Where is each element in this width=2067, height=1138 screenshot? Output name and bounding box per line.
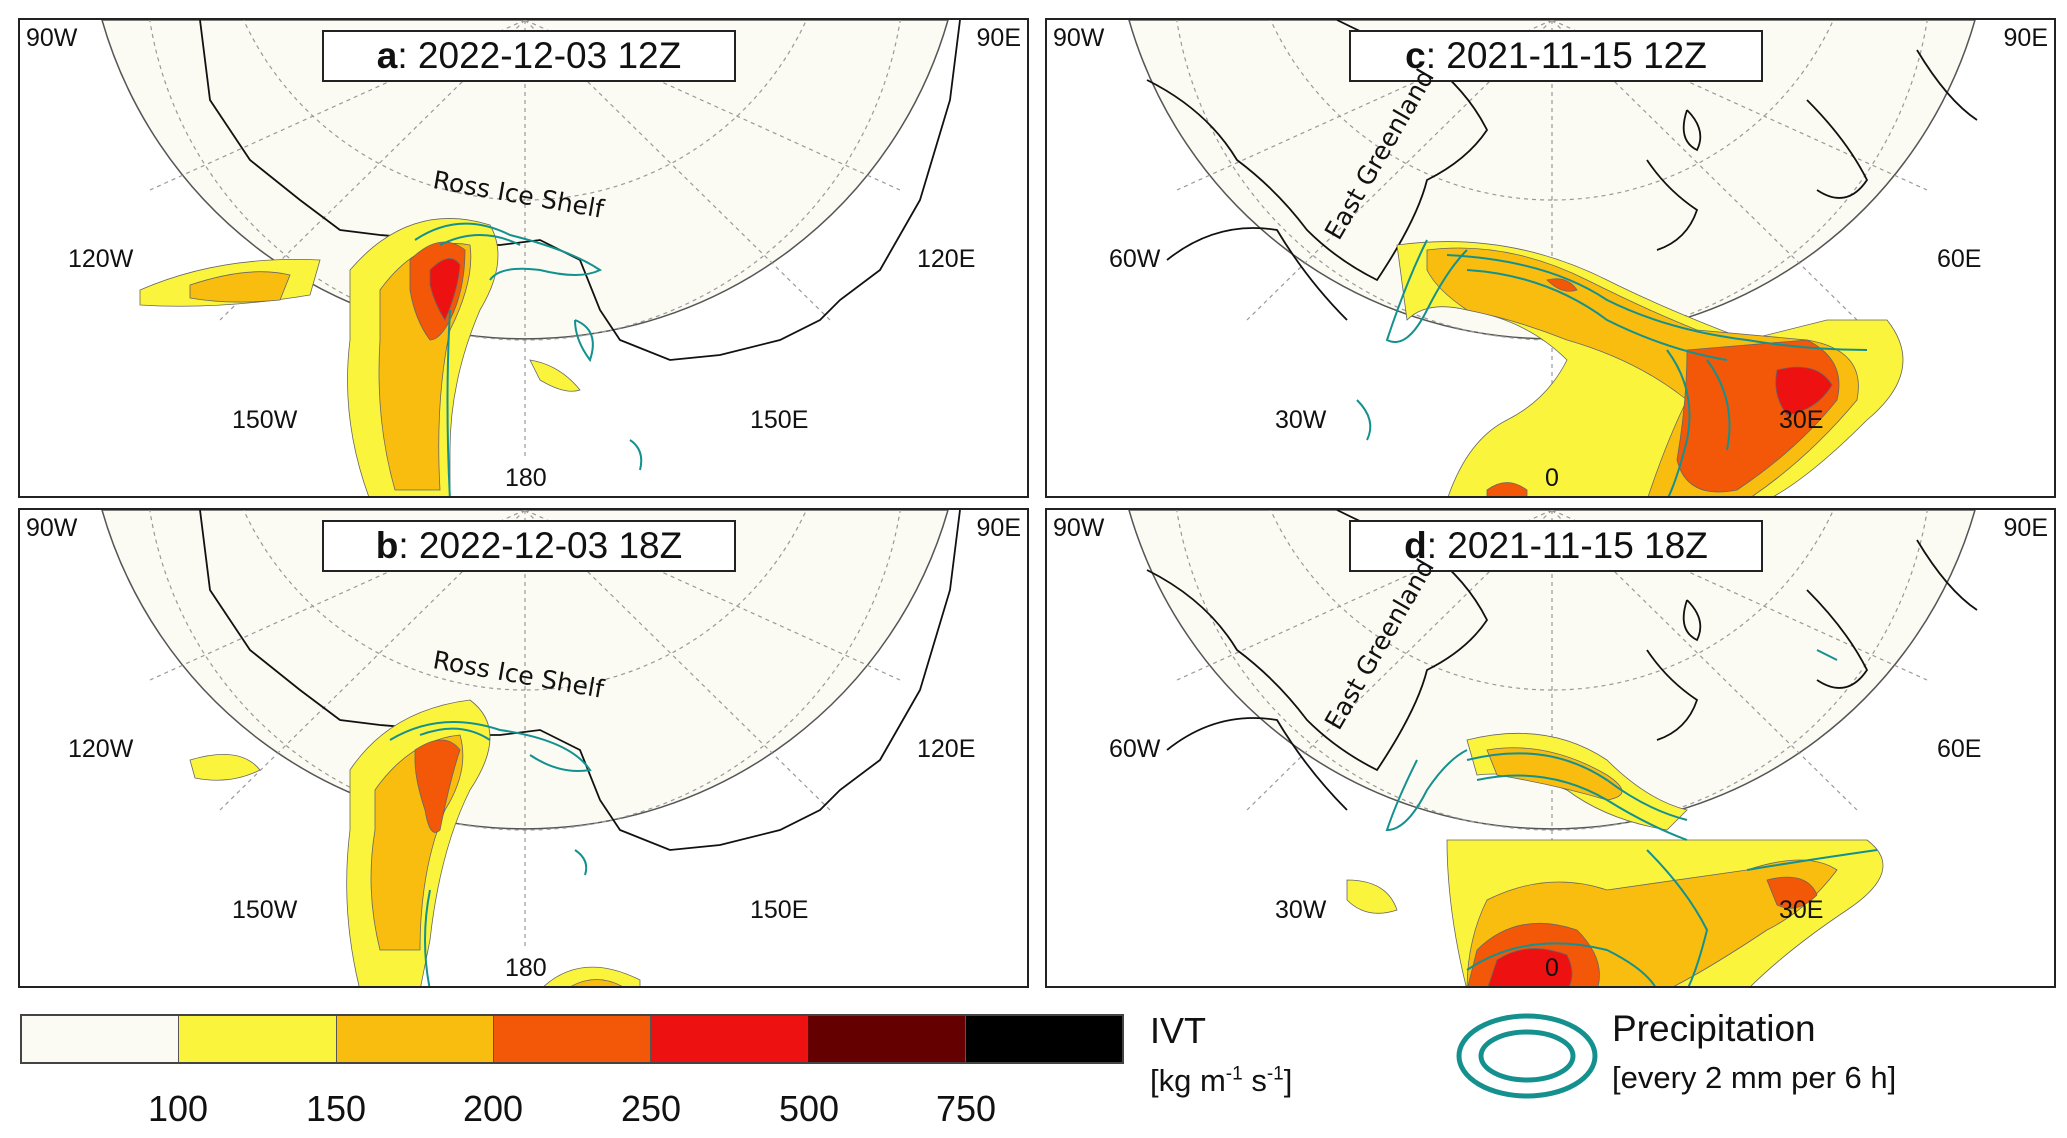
panel-letter: d bbox=[1404, 525, 1427, 566]
colorbar-tick: 500 bbox=[778, 1088, 840, 1129]
panel-date: : 2022-12-03 18Z bbox=[398, 525, 683, 566]
corner-label-left: 90W bbox=[1053, 514, 1105, 542]
corner-label-left: 90W bbox=[26, 24, 78, 52]
units-exponent: -1 bbox=[1266, 1063, 1284, 1085]
longitude-label: 180 bbox=[505, 954, 547, 982]
map-panel-b: b: 2022-12-03 18Z 90W 90E 120W 120E 150W… bbox=[18, 508, 1029, 988]
map-panel-a: a: 2022-12-03 12Z 90W 90E 120W 120E 150W… bbox=[18, 18, 1029, 498]
precipitation-legend-title: Precipitation bbox=[1612, 1008, 1816, 1049]
longitude-label: 120E bbox=[917, 245, 976, 273]
panel-letter: b bbox=[375, 525, 399, 566]
precipitation-legend-description: [every 2 mm per 6 h] bbox=[1612, 1060, 1897, 1095]
ivt-colorbar bbox=[20, 1014, 1124, 1064]
panel-letter: c bbox=[1405, 35, 1426, 76]
ivt-legend-units: [kg m-1 s-1] bbox=[1150, 1063, 1292, 1099]
longitude-label: 120W bbox=[68, 735, 134, 763]
units-part: [kg m bbox=[1150, 1063, 1226, 1098]
colorbar-tick: 150 bbox=[305, 1088, 367, 1129]
map-panel-c: c: 2021-11-15 12Z 90W 90E 60W 60E 30W 30… bbox=[1045, 18, 2056, 498]
map-panel-d: d: 2021-11-15 18Z 90W 90E 60W 60E 30W 30… bbox=[1045, 508, 2056, 988]
colorbar-segment bbox=[22, 1016, 180, 1062]
corner-label-right: 90E bbox=[976, 24, 1021, 52]
units-part: ] bbox=[1283, 1063, 1293, 1098]
longitude-label: 60E bbox=[1937, 245, 1982, 273]
longitude-label: 0 bbox=[1545, 464, 1559, 492]
longitude-label: 60W bbox=[1109, 245, 1161, 273]
colorbar-tick: 200 bbox=[462, 1088, 524, 1129]
longitude-label: 150W bbox=[232, 896, 298, 924]
longitude-label: 150E bbox=[750, 896, 809, 924]
longitude-label: 30E bbox=[1779, 896, 1824, 924]
panel-title: d: 2021-11-15 18Z bbox=[1349, 520, 1763, 572]
longitude-label: 60W bbox=[1109, 735, 1161, 763]
map-a-graphic bbox=[101, 20, 961, 496]
longitude-label: 120W bbox=[68, 245, 134, 273]
corner-label-right: 90E bbox=[2003, 24, 2048, 52]
colorbar-segment bbox=[179, 1016, 337, 1062]
panel-date: : 2021-11-15 12Z bbox=[1425, 35, 1707, 76]
corner-label-right: 90E bbox=[2003, 514, 2048, 542]
colorbar-segment bbox=[493, 1016, 652, 1062]
map-d-graphic bbox=[1128, 510, 1978, 986]
colorbar-segment bbox=[808, 1016, 966, 1062]
longitude-label: 60E bbox=[1937, 735, 1982, 763]
corner-label-left: 90W bbox=[26, 514, 78, 542]
corner-label-left: 90W bbox=[1053, 24, 1105, 52]
precipitation-contour-icon bbox=[1456, 1013, 1598, 1099]
map-b-graphic bbox=[101, 510, 961, 986]
colorbar-segment bbox=[336, 1016, 494, 1062]
colorbar-segment bbox=[651, 1016, 809, 1062]
colorbar-segment bbox=[965, 1016, 1122, 1062]
units-exponent: -1 bbox=[1225, 1063, 1243, 1085]
panel-title: a: 2022-12-03 12Z bbox=[322, 30, 736, 82]
units-part: s bbox=[1242, 1063, 1267, 1098]
colorbar-tick: 250 bbox=[620, 1088, 682, 1129]
corner-label-right: 90E bbox=[976, 514, 1021, 542]
panel-title: c: 2021-11-15 12Z bbox=[1349, 30, 1763, 82]
ivt-legend-title: IVT bbox=[1150, 1010, 1207, 1051]
longitude-label: 180 bbox=[505, 464, 547, 492]
map-c-graphic bbox=[1128, 20, 1978, 496]
longitude-label: 150E bbox=[750, 406, 809, 434]
colorbar-tick: 100 bbox=[147, 1088, 209, 1129]
longitude-label: 30E bbox=[1779, 406, 1824, 434]
longitude-label: 30W bbox=[1275, 406, 1327, 434]
longitude-label: 120E bbox=[917, 735, 976, 763]
colorbar-tick: 750 bbox=[935, 1088, 997, 1129]
panel-date: : 2022-12-03 12Z bbox=[397, 35, 682, 76]
panel-letter: a bbox=[376, 35, 398, 76]
longitude-label: 150W bbox=[232, 406, 298, 434]
panel-title: b: 2022-12-03 18Z bbox=[322, 520, 736, 572]
longitude-label: 0 bbox=[1545, 954, 1559, 982]
panel-date: : 2021-11-15 18Z bbox=[1426, 525, 1708, 566]
longitude-label: 30W bbox=[1275, 896, 1327, 924]
